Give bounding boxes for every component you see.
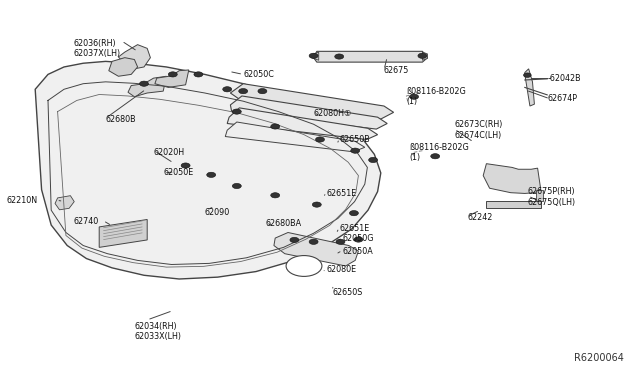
Circle shape xyxy=(223,87,232,92)
Circle shape xyxy=(524,73,531,77)
Circle shape xyxy=(309,53,318,58)
Circle shape xyxy=(271,193,280,198)
Text: 62674P: 62674P xyxy=(547,94,577,103)
Text: 62675: 62675 xyxy=(384,66,410,75)
Circle shape xyxy=(140,81,148,86)
Circle shape xyxy=(418,53,427,58)
Polygon shape xyxy=(55,196,74,210)
Text: 62651E: 62651E xyxy=(326,189,356,198)
Circle shape xyxy=(181,163,190,168)
Circle shape xyxy=(232,109,241,114)
Polygon shape xyxy=(225,122,365,152)
Circle shape xyxy=(290,237,299,243)
Circle shape xyxy=(309,239,318,244)
Polygon shape xyxy=(274,232,358,266)
Polygon shape xyxy=(155,70,189,87)
Text: 62650B: 62650B xyxy=(339,135,370,144)
Text: 62050A: 62050A xyxy=(342,247,373,256)
Polygon shape xyxy=(227,108,378,140)
Text: 62680BA: 62680BA xyxy=(266,219,301,228)
Circle shape xyxy=(316,137,324,142)
Circle shape xyxy=(431,154,440,159)
Circle shape xyxy=(369,157,378,163)
Text: 62740: 62740 xyxy=(74,217,99,226)
Circle shape xyxy=(351,148,360,153)
Text: 62242: 62242 xyxy=(467,213,493,222)
Text: 62050G: 62050G xyxy=(342,234,374,243)
Text: 62675P(RH)
62675Q(LH): 62675P(RH) 62675Q(LH) xyxy=(528,187,576,207)
Circle shape xyxy=(354,237,363,242)
Text: ß08116-B202G
(1): ß08116-B202G (1) xyxy=(406,87,466,106)
Polygon shape xyxy=(109,58,138,76)
Polygon shape xyxy=(35,61,381,279)
Circle shape xyxy=(286,256,322,276)
Text: 62651E: 62651E xyxy=(339,224,369,233)
Polygon shape xyxy=(128,76,166,97)
Text: 62680B: 62680B xyxy=(106,115,136,124)
Circle shape xyxy=(194,72,203,77)
Polygon shape xyxy=(99,219,147,247)
Polygon shape xyxy=(486,201,541,208)
Circle shape xyxy=(410,94,419,99)
Polygon shape xyxy=(230,96,387,129)
Text: 62090: 62090 xyxy=(205,208,230,217)
Text: 62020H: 62020H xyxy=(154,148,185,157)
Polygon shape xyxy=(422,52,428,60)
Circle shape xyxy=(271,124,280,129)
Polygon shape xyxy=(118,45,150,69)
Polygon shape xyxy=(312,52,319,60)
Text: 62050C: 62050C xyxy=(243,70,274,79)
Polygon shape xyxy=(525,69,534,106)
Polygon shape xyxy=(230,84,394,119)
Circle shape xyxy=(239,89,248,94)
Text: ß08116-B202G
(1): ß08116-B202G (1) xyxy=(410,143,469,162)
Text: 62673C(RH)
62674C(LH): 62673C(RH) 62674C(LH) xyxy=(454,121,503,140)
Text: R6200064: R6200064 xyxy=(574,353,624,363)
Circle shape xyxy=(168,72,177,77)
Text: 62650S: 62650S xyxy=(333,288,363,296)
Text: 62050E: 62050E xyxy=(163,169,193,177)
Circle shape xyxy=(312,202,321,207)
Circle shape xyxy=(335,54,344,59)
Text: 62210N: 62210N xyxy=(6,196,38,205)
Circle shape xyxy=(258,89,267,94)
Text: -62042B: -62042B xyxy=(547,74,581,83)
Circle shape xyxy=(207,172,216,177)
Polygon shape xyxy=(536,190,543,201)
Circle shape xyxy=(232,183,241,189)
Polygon shape xyxy=(483,164,541,193)
Text: 62036(RH)
62037X(LH): 62036(RH) 62037X(LH) xyxy=(74,39,121,58)
Text: 62080H①: 62080H① xyxy=(314,109,352,118)
Text: 62034(RH)
62033X(LH): 62034(RH) 62033X(LH) xyxy=(134,322,181,341)
Text: 62080E: 62080E xyxy=(326,265,356,274)
Circle shape xyxy=(349,211,358,216)
Polygon shape xyxy=(314,51,428,62)
Circle shape xyxy=(336,239,345,244)
